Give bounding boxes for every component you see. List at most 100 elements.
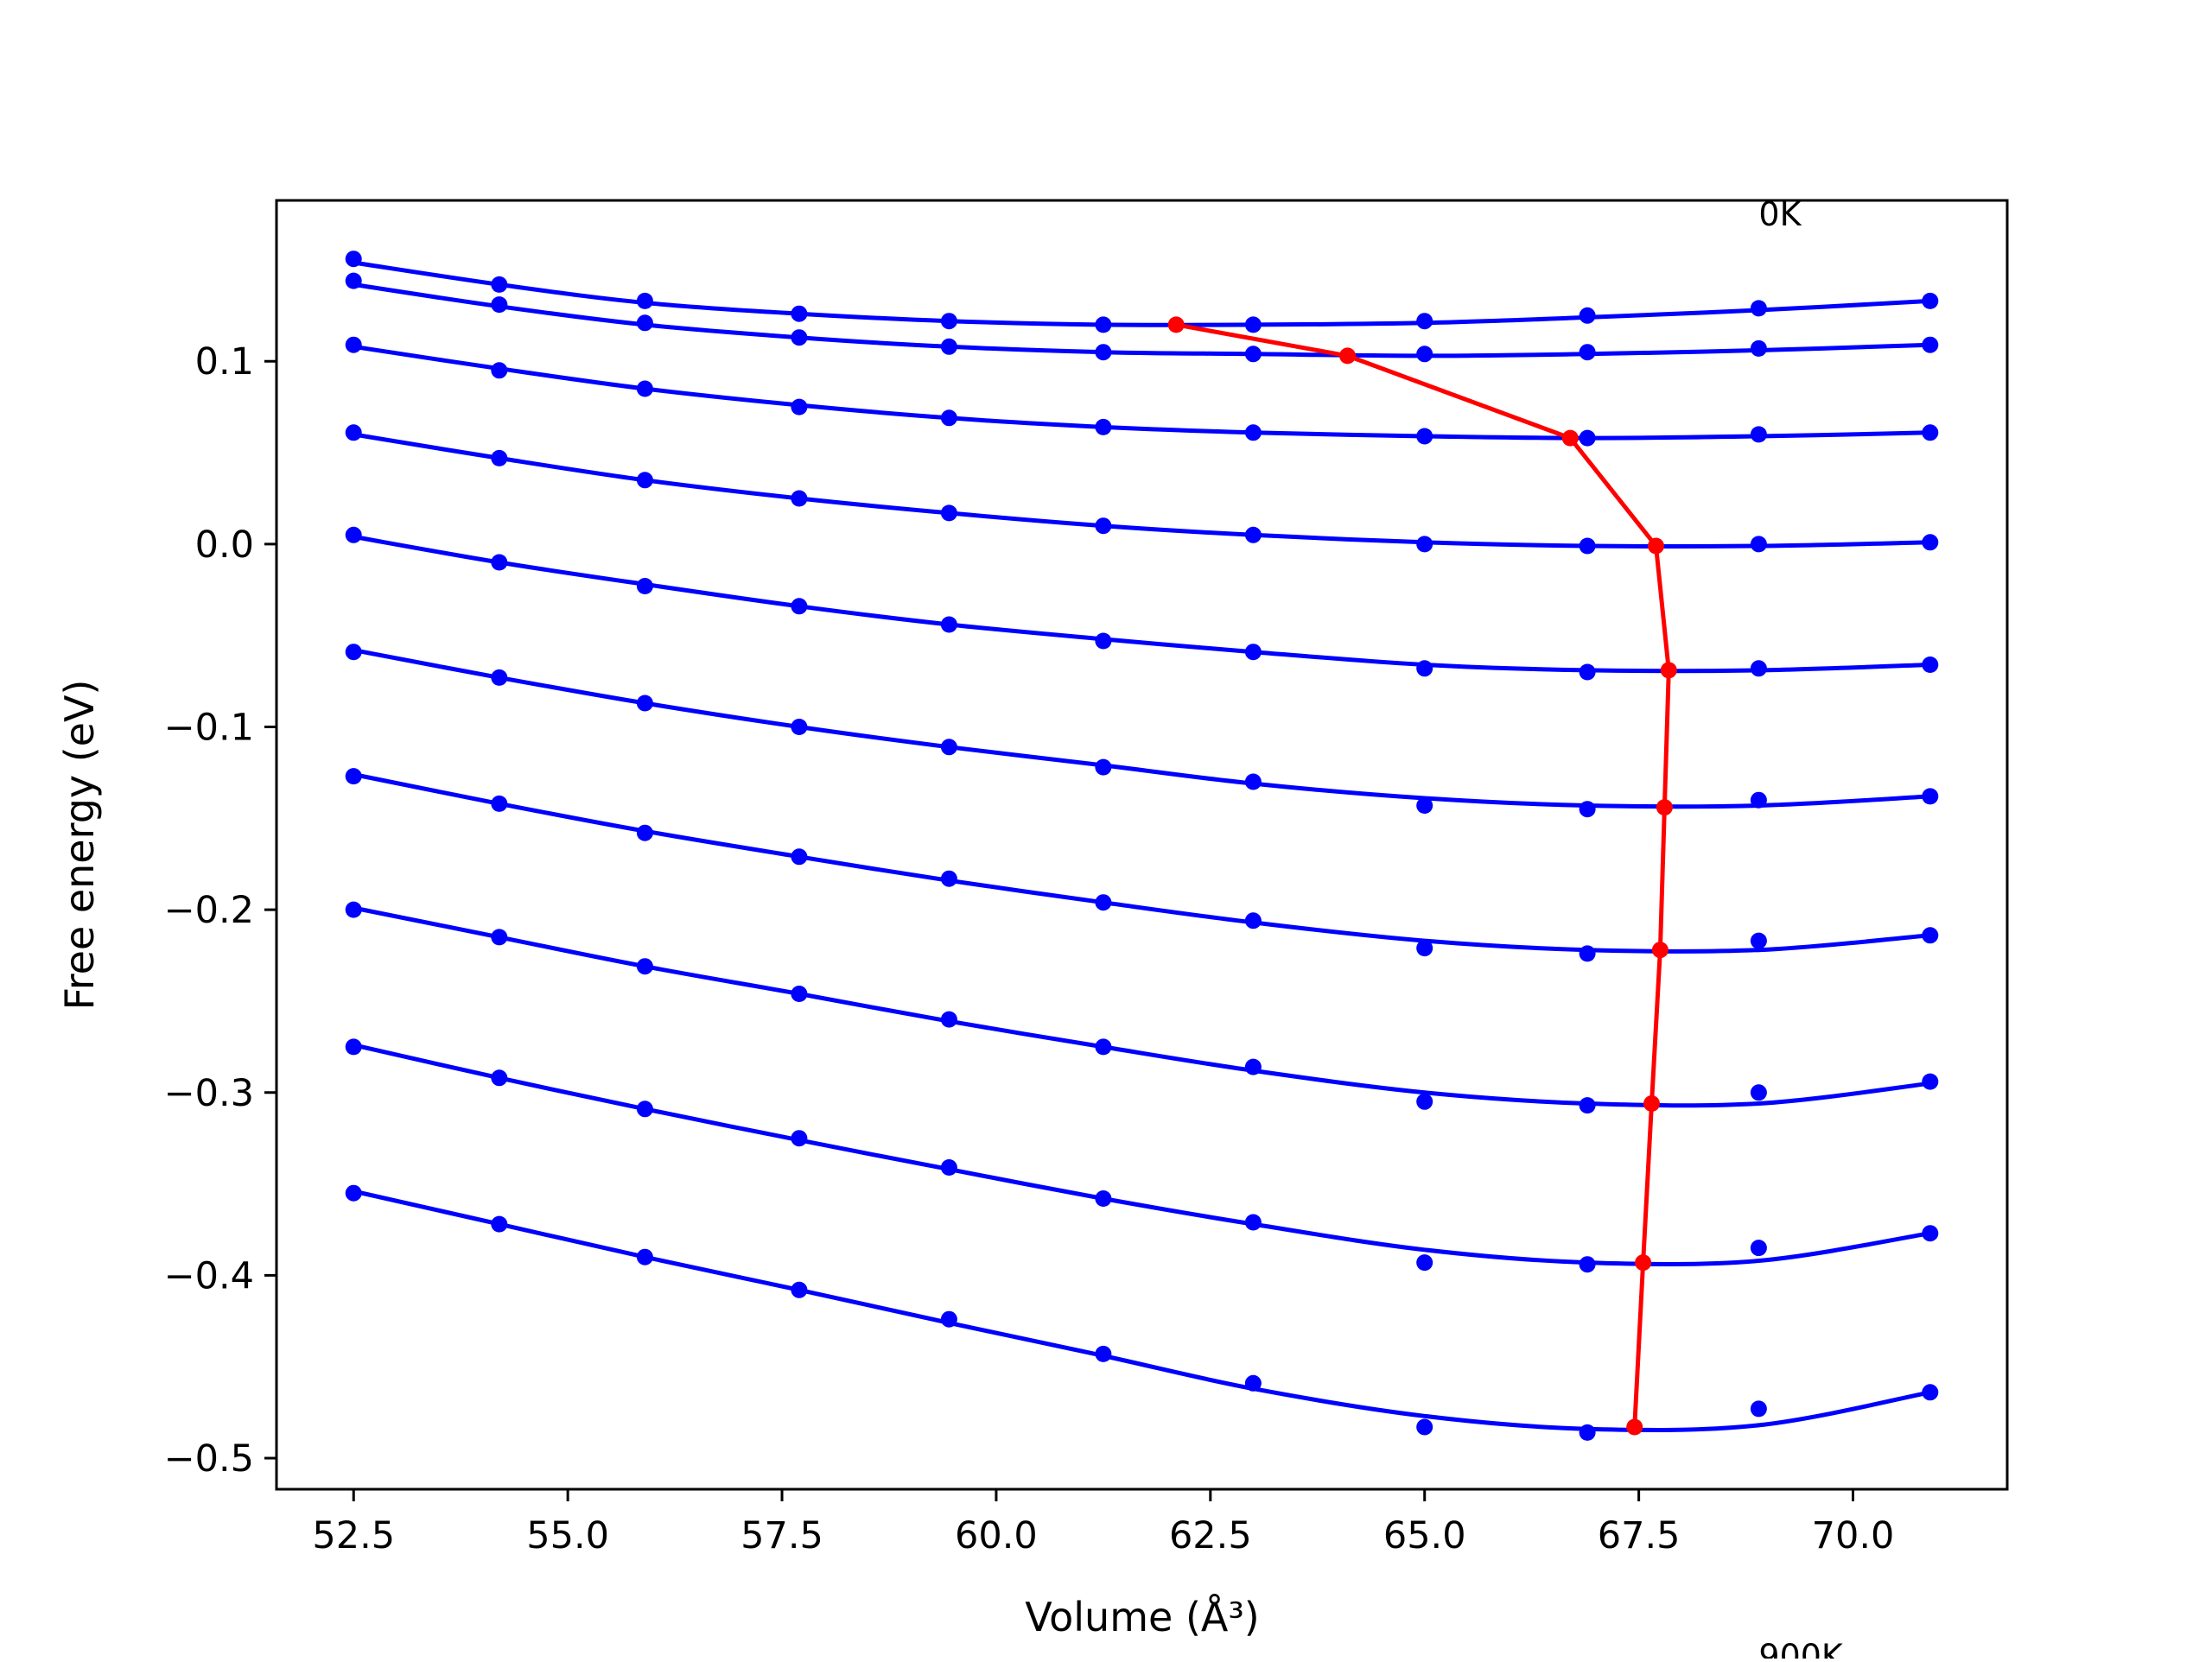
data-point-1-5 xyxy=(1095,344,1112,361)
plot-frame xyxy=(275,199,2009,1491)
data-point-0-9 xyxy=(1750,300,1767,317)
y-tick-label-0: 0.1 xyxy=(195,340,254,384)
x-tick-label-7: 70.0 xyxy=(1812,1514,1895,1557)
data-point-2-0 xyxy=(345,336,362,353)
data-point-7-1 xyxy=(491,929,508,946)
data-point-1-4 xyxy=(940,338,957,355)
data-point-9-9 xyxy=(1750,1400,1767,1418)
data-point-2-6 xyxy=(1244,424,1262,441)
minimum-point-5 xyxy=(1656,799,1673,816)
series-9 xyxy=(345,1184,1939,1441)
y-tick-label-2: −0.1 xyxy=(164,706,254,749)
data-point-8-10 xyxy=(1922,1225,1939,1242)
data-point-6-3 xyxy=(791,848,808,866)
data-point-7-6 xyxy=(1244,1058,1262,1075)
data-point-8-4 xyxy=(940,1159,957,1176)
minimum-point-3 xyxy=(1648,537,1664,555)
data-point-8-1 xyxy=(491,1069,508,1087)
data-point-2-4 xyxy=(940,409,957,427)
data-point-3-7 xyxy=(1416,536,1433,553)
data-point-6-8 xyxy=(1579,945,1596,962)
minimum-point-2 xyxy=(1561,429,1579,447)
data-point-2-7 xyxy=(1416,428,1433,445)
data-point-5-4 xyxy=(940,739,957,756)
data-point-9-2 xyxy=(636,1248,653,1266)
data-point-1-1 xyxy=(491,296,508,314)
data-point-1-10 xyxy=(1922,336,1939,353)
annotation-900k: 900K xyxy=(1758,1638,1844,1659)
data-point-3-4 xyxy=(940,504,957,522)
series-layer xyxy=(345,251,1939,1441)
data-point-9-8 xyxy=(1579,1424,1596,1441)
data-point-0-8 xyxy=(1579,307,1596,324)
annotation-0k: 0K xyxy=(1758,195,1802,233)
data-point-7-8 xyxy=(1579,1097,1596,1114)
minimum-point-4 xyxy=(1660,662,1677,679)
data-point-3-2 xyxy=(636,472,653,489)
data-point-4-6 xyxy=(1244,644,1262,661)
x-tick-label-3: 60.0 xyxy=(955,1514,1038,1557)
series-5 xyxy=(345,644,1939,818)
data-point-6-5 xyxy=(1095,894,1112,911)
data-point-4-7 xyxy=(1416,660,1433,677)
y-tick-label-1: 0.0 xyxy=(195,523,254,567)
x-tick-label-0: 52.5 xyxy=(312,1514,395,1557)
data-point-3-8 xyxy=(1579,537,1596,555)
data-point-2-10 xyxy=(1922,424,1939,441)
data-point-8-8 xyxy=(1579,1256,1596,1273)
x-tick-label-2: 57.5 xyxy=(741,1514,823,1557)
x-tick-label-1: 55.0 xyxy=(526,1514,609,1557)
data-point-6-9 xyxy=(1750,932,1767,949)
data-point-6-10 xyxy=(1922,927,1939,944)
data-point-5-2 xyxy=(636,695,653,712)
data-point-2-3 xyxy=(791,398,808,416)
data-point-5-1 xyxy=(491,669,508,686)
data-point-0-10 xyxy=(1922,292,1939,309)
data-point-5-6 xyxy=(1244,773,1262,790)
x-tick-label-6: 67.5 xyxy=(1598,1514,1681,1557)
data-point-5-5 xyxy=(1095,758,1112,776)
y-ticks: 0.1 0.0 −0.1 −0.2 −0.3 −0.4 −0.5 xyxy=(164,340,276,1481)
data-point-3-9 xyxy=(1750,536,1767,553)
data-point-1-7 xyxy=(1416,346,1433,363)
y-tick-label-4: −0.3 xyxy=(164,1072,254,1115)
y-axis-label: Free energy (eV) xyxy=(56,680,103,1011)
x-tick-label-5: 65.0 xyxy=(1383,1514,1466,1557)
data-point-6-1 xyxy=(491,795,508,812)
data-point-0-7 xyxy=(1416,313,1433,330)
data-point-5-8 xyxy=(1579,801,1596,818)
data-point-8-0 xyxy=(345,1038,362,1056)
data-point-7-7 xyxy=(1416,1093,1433,1110)
data-point-4-4 xyxy=(940,616,957,633)
x-tick-label-4: 62.5 xyxy=(1169,1514,1252,1557)
minima-line xyxy=(1175,322,1671,1428)
y-tick-label-6: −0.5 xyxy=(164,1437,254,1481)
y-tick-label-3: −0.2 xyxy=(164,889,254,932)
data-point-7-9 xyxy=(1750,1084,1767,1101)
data-point-4-2 xyxy=(636,578,653,594)
data-point-7-10 xyxy=(1922,1073,1939,1090)
data-point-3-5 xyxy=(1095,517,1112,535)
data-point-1-2 xyxy=(636,314,653,332)
data-point-3-10 xyxy=(1922,534,1939,551)
data-point-6-6 xyxy=(1244,912,1262,929)
data-point-2-2 xyxy=(636,380,653,397)
data-point-5-3 xyxy=(791,719,808,735)
data-point-0-2 xyxy=(636,292,653,309)
data-point-2-8 xyxy=(1579,429,1596,447)
data-point-8-6 xyxy=(1244,1214,1262,1231)
data-point-3-3 xyxy=(791,490,808,507)
series-8 xyxy=(345,1038,1939,1273)
data-point-1-9 xyxy=(1750,339,1767,357)
data-point-9-5 xyxy=(1095,1345,1112,1362)
data-point-5-0 xyxy=(345,644,362,661)
data-point-1-3 xyxy=(791,329,808,346)
data-point-2-9 xyxy=(1750,426,1767,443)
x-ticks: 52.5 55.0 57.5 60.0 62.5 65.0 67.5 70.0 xyxy=(312,1489,1894,1557)
minimum-point-8 xyxy=(1635,1254,1652,1272)
minimum-point-1 xyxy=(1339,347,1356,365)
data-point-4-10 xyxy=(1922,657,1939,673)
